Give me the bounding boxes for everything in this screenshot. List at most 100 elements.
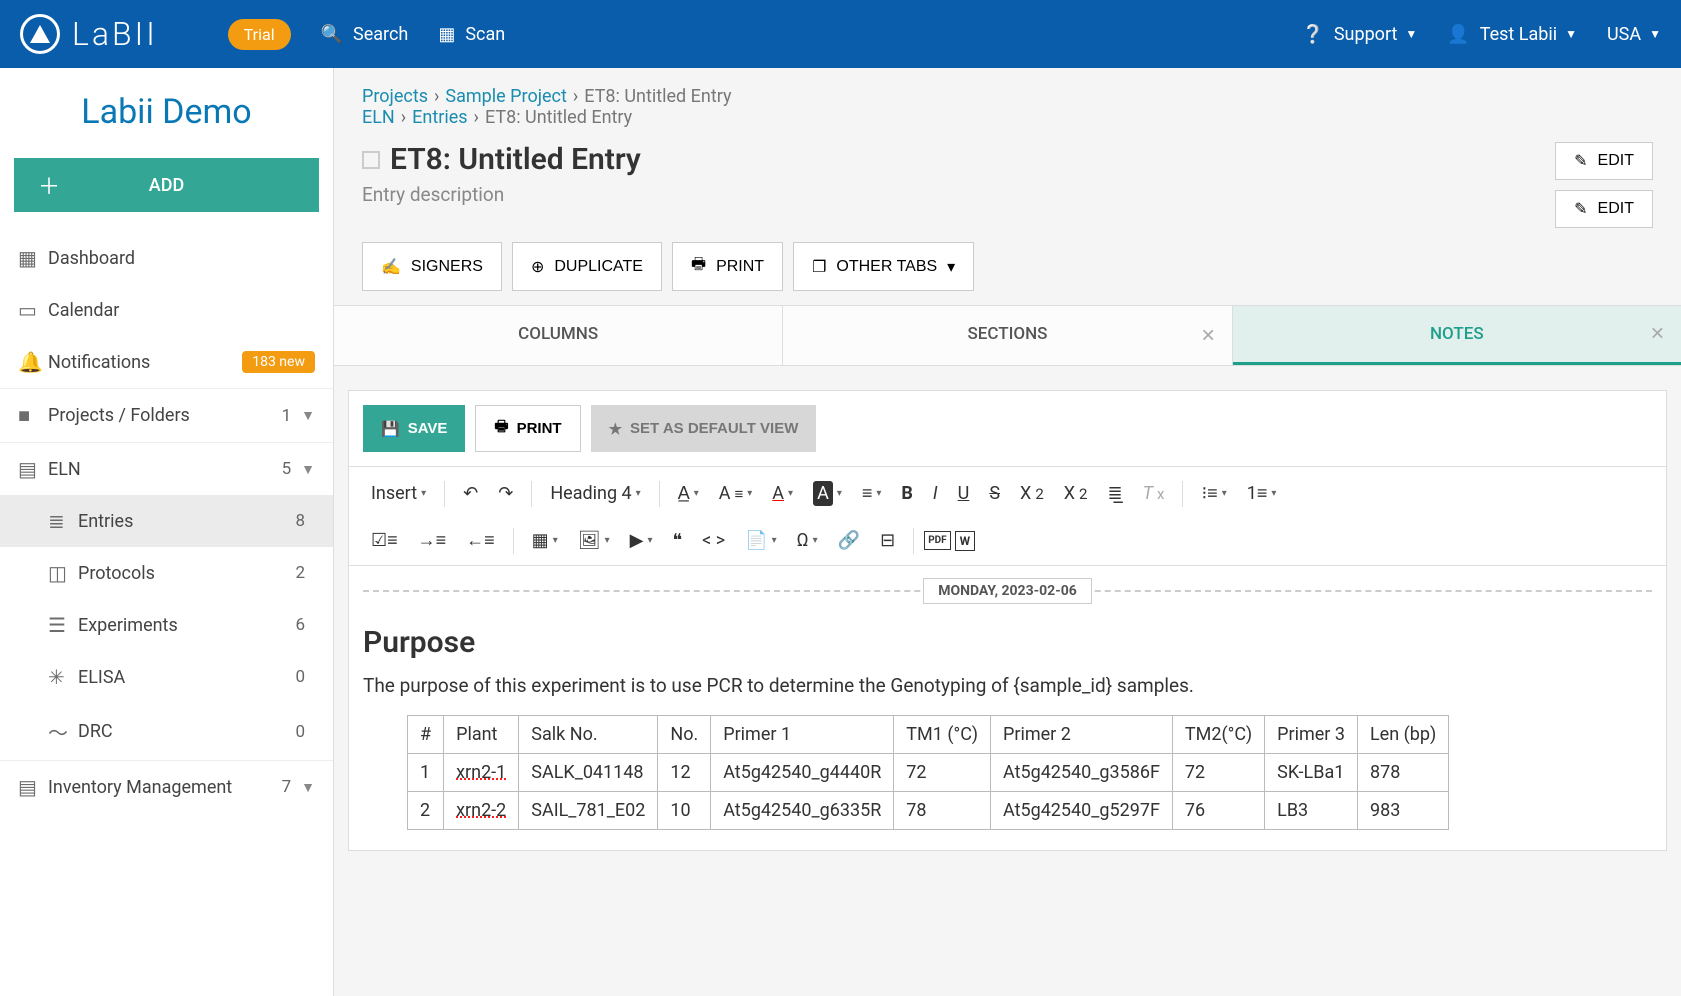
star-icon: ★ xyxy=(609,420,622,438)
nav-item-protocols[interactable]: ◫Protocols2 xyxy=(0,547,333,599)
nav-item-experiments[interactable]: ☰Experiments6 xyxy=(0,599,333,651)
signers-button[interactable]: ✍SIGNERS xyxy=(362,242,502,291)
template-menu[interactable]: 📄▾ xyxy=(737,524,784,557)
nav-item-drc[interactable]: 〜DRC0 xyxy=(0,703,333,760)
nav-label: Notifications xyxy=(48,352,242,373)
bullet-list-menu[interactable]: ⁝≡▾ xyxy=(1193,477,1234,510)
quote-button[interactable]: ❝ xyxy=(664,524,690,557)
hr-button[interactable]: ⊟ xyxy=(872,524,903,557)
save-button[interactable]: 💾SAVE xyxy=(363,405,465,452)
nav-count: 8 xyxy=(295,511,305,531)
other-tabs-button[interactable]: ❐OTHER TABS ▾ xyxy=(793,242,974,291)
nav-icon: 〜 xyxy=(48,717,78,746)
undo-button[interactable]: ↶ xyxy=(455,477,486,510)
title-checkbox[interactable] xyxy=(362,151,380,169)
omega-menu[interactable]: Ω▾ xyxy=(789,524,826,557)
breadcrumb-item: ET8: Untitled Entry xyxy=(485,107,632,128)
close-icon[interactable]: ✕ xyxy=(1201,325,1216,346)
table-cell: At5g42540_g6335R xyxy=(711,792,894,830)
duplicate-button[interactable]: ⊕DUPLICATE xyxy=(512,242,662,291)
table-cell: 72 xyxy=(1172,754,1264,792)
edit-button-1[interactable]: ✎EDIT xyxy=(1555,142,1653,180)
nav-item-elisa[interactable]: ✳ELISA0 xyxy=(0,651,333,703)
org-name[interactable]: Labii Demo xyxy=(0,68,333,148)
nav-item-projects-folders[interactable]: ■Projects / Folders1▼ xyxy=(0,388,333,442)
align-menu[interactable]: ≡▾ xyxy=(854,477,890,510)
italic-button[interactable]: I xyxy=(925,477,946,510)
video-menu[interactable]: ▶▾ xyxy=(622,524,661,557)
set-default-button[interactable]: ★SET AS DEFAULT VIEW xyxy=(591,405,817,452)
help-button[interactable]: ❔ Support ▼ xyxy=(1301,24,1417,45)
underline-button[interactable]: U xyxy=(950,477,978,510)
data-table: #PlantSalk No.No.Primer 1TM1 (°C)Primer … xyxy=(407,715,1449,830)
nav-item-calendar[interactable]: ▭Calendar xyxy=(0,284,333,336)
search-button[interactable]: 🔍 Search xyxy=(321,24,409,45)
clear-format-button[interactable]: Tx xyxy=(1135,477,1173,510)
font-color-menu[interactable]: A▾ xyxy=(764,477,801,510)
redo-button[interactable]: ↷ xyxy=(490,477,521,510)
superscript-button[interactable]: X2 xyxy=(1056,477,1096,510)
nav-count: 0 xyxy=(295,722,305,742)
region-menu[interactable]: USA ▼ xyxy=(1607,24,1661,45)
tab-sections[interactable]: SECTIONS✕ xyxy=(783,306,1232,365)
edit-button-2[interactable]: ✎EDIT xyxy=(1555,190,1653,228)
nav-item-notifications[interactable]: 🔔Notifications183 new xyxy=(0,336,333,388)
linespacing-button[interactable]: ≣̲ xyxy=(1099,477,1130,510)
scan-button[interactable]: ▦ Scan xyxy=(438,24,505,45)
number-list-menu[interactable]: 1≡▾ xyxy=(1239,477,1285,510)
table-cell: 76 xyxy=(1172,792,1264,830)
table-cell: SALK_041148 xyxy=(519,754,658,792)
nav-item-entries[interactable]: ≣Entries8 xyxy=(0,495,333,547)
image-menu[interactable]: 🖼▾ xyxy=(570,524,618,557)
nav-label: ELN xyxy=(48,459,282,480)
document-content[interactable]: Purpose The purpose of this experiment i… xyxy=(349,625,1666,850)
table-menu[interactable]: ▦▾ xyxy=(524,524,566,557)
subscript-button[interactable]: X2 xyxy=(1012,477,1052,510)
breadcrumb-item[interactable]: Projects xyxy=(362,86,428,107)
bold-button[interactable]: B xyxy=(893,477,921,510)
heading-menu[interactable]: Heading 4▾ xyxy=(542,477,648,510)
strike-button[interactable]: S xyxy=(981,477,1008,510)
nav-label: Inventory Management xyxy=(48,777,282,798)
print-icon: 🖶 xyxy=(691,253,706,280)
pdf-button[interactable]: PDF xyxy=(924,531,950,550)
table-header: TM1 (°C) xyxy=(894,716,991,754)
tab-columns[interactable]: COLUMNS xyxy=(334,306,783,365)
checklist-button[interactable]: ☑≡ xyxy=(363,524,406,557)
editor-print-button[interactable]: 🖶PRINT xyxy=(475,405,580,452)
tab-notes[interactable]: NOTES✕ xyxy=(1233,306,1681,365)
pencil-icon: ✎ xyxy=(1574,151,1587,171)
breadcrumb-item[interactable]: ELN xyxy=(362,107,395,128)
help-icon: ❔ xyxy=(1301,24,1323,45)
chevron-down-icon: ▼ xyxy=(301,407,315,424)
user-menu[interactable]: 👤 Test Labii ▼ xyxy=(1447,24,1577,45)
table-cell: 878 xyxy=(1357,754,1448,792)
font-family-menu[interactable]: A̲▾ xyxy=(670,477,707,510)
save-icon: 💾 xyxy=(381,420,400,438)
nav-label: Entries xyxy=(78,511,295,532)
chevron-down-icon: ▾ xyxy=(947,257,955,277)
nav-label: DRC xyxy=(78,721,295,742)
insert-menu[interactable]: Insert▾ xyxy=(363,477,434,510)
table-header: Salk No. xyxy=(519,716,658,754)
nav-item-dashboard[interactable]: ▦Dashboard xyxy=(0,232,333,284)
outdent-button[interactable]: ←≡ xyxy=(458,524,503,557)
code-button[interactable]: < > xyxy=(694,524,733,557)
content-heading: Purpose xyxy=(363,625,1652,660)
table-cell: At5g42540_g5297F xyxy=(990,792,1172,830)
add-button[interactable]: ＋ ADD xyxy=(14,158,319,212)
breadcrumb-item[interactable]: Sample Project xyxy=(445,86,566,107)
trial-badge[interactable]: Trial xyxy=(228,19,291,50)
word-button[interactable]: W xyxy=(955,531,976,551)
breadcrumb-item[interactable]: Entries xyxy=(412,107,467,128)
close-icon[interactable]: ✕ xyxy=(1650,324,1665,345)
link-button[interactable]: 🔗 xyxy=(830,524,868,557)
logo[interactable]: LaBII xyxy=(20,14,158,54)
highlight-menu[interactable]: A▾ xyxy=(805,475,850,512)
font-size-menu[interactable]: A≡▾ xyxy=(711,477,761,510)
indent-button[interactable]: →≡ xyxy=(410,524,455,557)
nav-item-eln[interactable]: ▤ELN5▼ xyxy=(0,442,333,495)
nav-item-inventory-management[interactable]: ▤Inventory Management7▼ xyxy=(0,760,333,813)
print-button[interactable]: 🖶PRINT xyxy=(672,242,783,291)
nav-icon: ▭ xyxy=(18,298,48,322)
